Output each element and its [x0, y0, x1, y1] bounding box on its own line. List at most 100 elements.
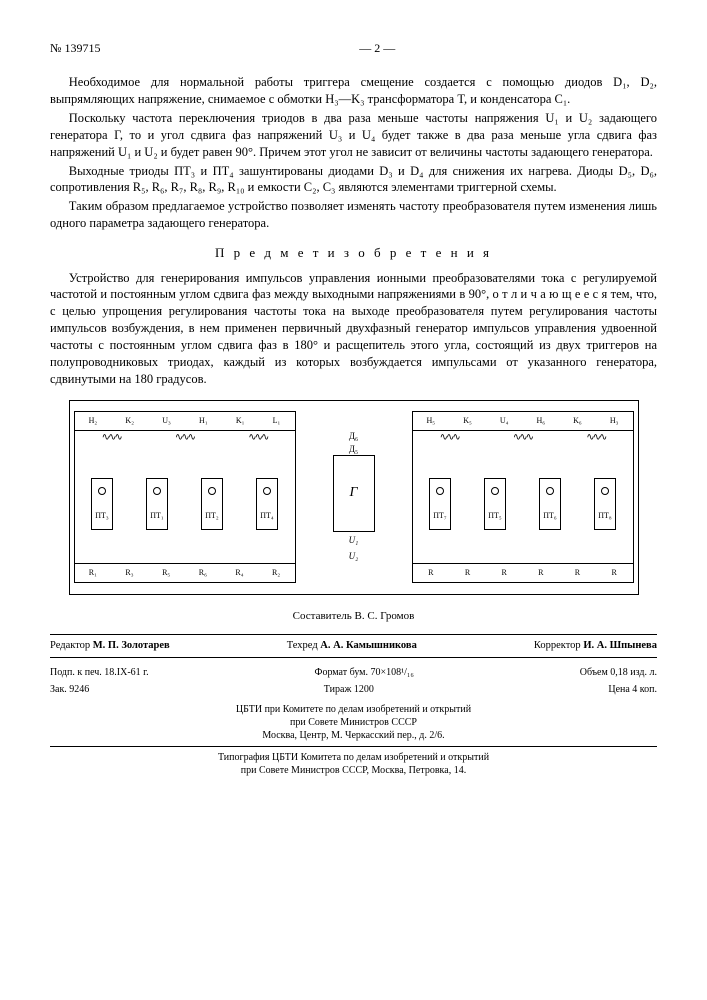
triode-label: ПТ₅ — [488, 511, 501, 522]
paragraph-2: Поскольку частота переключения триодов в… — [50, 110, 657, 161]
voltage-label: U₂ — [349, 550, 359, 562]
name: А. А. Камышникова — [320, 640, 417, 651]
label: Редактор — [50, 640, 90, 651]
paragraph-1: Необходимое для нормальной работы тригге… — [50, 74, 657, 108]
left-top-row: H₂ K₂ U₃ H₁ K₁ L₁ — [75, 412, 295, 431]
compiler-name: Составитель В. С. Громов — [293, 610, 415, 622]
right-trigger-block: H₅ K₅ U₄ H₆ K₆ H₃ ∿∿∿ ∿∿∿ ∿∿∿ ПТ₇ ПТ₅ ПТ… — [412, 411, 634, 583]
label: K₅ — [463, 416, 472, 427]
triode: ПТ₃ — [91, 478, 113, 530]
label: K₆ — [573, 416, 582, 427]
name: И. А. Шпынева — [583, 640, 657, 651]
label: R — [611, 568, 616, 579]
label: R — [501, 568, 506, 579]
label: H₆ — [537, 416, 546, 427]
label: K₁ — [236, 416, 245, 427]
left-coil-row: ∿∿∿ ∿∿∿ ∿∿∿ — [75, 431, 295, 445]
label: R — [465, 568, 470, 579]
left-mid: ПТ₃ ПТ₁ ПТ₂ ПТ₄ — [75, 445, 295, 563]
label: R₆ — [199, 568, 207, 579]
triode: ПТ₄ — [256, 478, 278, 530]
doc-number: № 139715 — [50, 40, 100, 56]
signed-date: Подп. к печ. 18.IX-61 г. — [50, 666, 149, 680]
coil-icon: ∿∿∿ — [440, 431, 459, 445]
price: Цена 4 коп. — [608, 683, 657, 697]
label: Техред — [287, 640, 318, 651]
triode-label: ПТ₄ — [260, 511, 273, 522]
left-bot-row: R₁ R₃ R₅ R₆ R₄ R₂ — [75, 563, 295, 582]
label: L₁ — [273, 416, 281, 427]
volume: Объем 0,18 изд. л. — [580, 666, 657, 680]
right-bot-row: R R R R R R — [413, 563, 633, 582]
name: М. П. Золотарев — [93, 640, 170, 651]
generator-label: Г — [350, 484, 358, 503]
credits-row: Редактор М. П. Золотарев Техред А. А. Ка… — [50, 634, 657, 658]
coil-icon: ∿∿∿ — [586, 431, 605, 445]
coil-icon: ∿∿∿ — [248, 431, 267, 445]
voltage-label: U₁ — [349, 534, 359, 546]
label: H₃ — [610, 416, 619, 427]
triode: ПТ₇ — [429, 478, 451, 530]
page-number: — 2 — — [359, 40, 395, 56]
techred: Техред А. А. Камышникова — [287, 639, 417, 653]
compiler-line: Составитель В. С. Громов — [50, 609, 657, 624]
order-no: Зак. 9246 — [50, 683, 89, 697]
coil-icon: ∿∿∿ — [175, 431, 194, 445]
triode: ПТ₅ — [484, 478, 506, 530]
editor: Редактор М. П. Золотарев — [50, 639, 170, 653]
coil-icon: ∿∿∿ — [513, 431, 532, 445]
corrector: Корректор И. А. Шпынева — [534, 639, 657, 653]
claim-paragraph: Устройство для генерирования импульсов у… — [50, 270, 657, 388]
header-spacer — [654, 40, 657, 56]
triode-label: ПТ₆ — [543, 511, 556, 522]
cbti-line: при Совете Министров СССР — [50, 716, 657, 729]
triode: ПТ₈ — [594, 478, 616, 530]
label: R — [538, 568, 543, 579]
label: R₃ — [125, 568, 133, 579]
triode: ПТ₂ — [201, 478, 223, 530]
triode-label: ПТ₁ — [150, 511, 163, 522]
print-info-row1: Подп. к печ. 18.IX-61 г. Формат бум. 70×… — [50, 664, 657, 682]
tirage: Тираж 1200 — [324, 683, 374, 697]
label: R₁ — [89, 568, 97, 579]
coil-icon: ∿∿∿ — [102, 431, 121, 445]
triode-label: ПТ₃ — [95, 511, 108, 522]
paper-format: Формат бум. 70×108¹/₁₆ — [315, 666, 414, 680]
triode-label: ПТ₇ — [433, 511, 446, 522]
diode-label: Д₅ — [349, 443, 358, 455]
triode-label: ПТ₂ — [205, 511, 218, 522]
typo-line: Типография ЦБТИ Комитета по делам изобре… — [50, 751, 657, 765]
label: H₁ — [199, 416, 208, 427]
label: H₂ — [89, 416, 98, 427]
circuit-diagram: H₂ K₂ U₃ H₁ K₁ L₁ ∿∿∿ ∿∿∿ ∿∿∿ ПТ₃ ПТ₁ ПТ… — [69, 400, 639, 595]
paragraph-3: Выходные триоды ПТ₃ и ПТ₄ зашунтированы … — [50, 163, 657, 197]
label: H₅ — [427, 416, 436, 427]
label: R₄ — [235, 568, 243, 579]
cbti-line: ЦБТИ при Комитете по делам изобретений и… — [50, 703, 657, 716]
generator-block: Г — [333, 455, 375, 532]
right-top-row: H₅ K₅ U₄ H₆ K₆ H₃ — [413, 412, 633, 431]
label: R₅ — [162, 568, 170, 579]
typography-block: Типография ЦБТИ Комитета по делам изобре… — [50, 746, 657, 778]
print-info-row2: Зак. 9246 Тираж 1200 Цена 4 коп. — [50, 681, 657, 699]
label: Корректор — [534, 640, 581, 651]
typo-line: при Совете Министров СССР, Москва, Петро… — [50, 764, 657, 778]
triode-label: ПТ₈ — [598, 511, 611, 522]
header: № 139715 — 2 — — [50, 40, 657, 56]
label: R — [575, 568, 580, 579]
right-coil-row: ∿∿∿ ∿∿∿ ∿∿∿ — [413, 431, 633, 445]
label: K₂ — [125, 416, 134, 427]
triode: ПТ₆ — [539, 478, 561, 530]
right-mid: ПТ₇ ПТ₅ ПТ₆ ПТ₈ — [413, 445, 633, 563]
cbti-line: Москва, Центр, М. Черкасский пер., д. 2/… — [50, 729, 657, 742]
label: U₃ — [162, 416, 171, 427]
label: U₄ — [500, 416, 509, 427]
diode-label: Д₆ — [349, 430, 358, 442]
page: № 139715 — 2 — Необходимое для нормально… — [0, 0, 707, 808]
triode: ПТ₁ — [146, 478, 168, 530]
label: R — [428, 568, 433, 579]
label: R₂ — [272, 568, 280, 579]
cbti-block: ЦБТИ при Комитете по делам изобретений и… — [50, 703, 657, 742]
left-trigger-block: H₂ K₂ U₃ H₁ K₁ L₁ ∿∿∿ ∿∿∿ ∿∿∿ ПТ₃ ПТ₁ ПТ… — [74, 411, 296, 583]
paragraph-4: Таким образом предлагаемое устройство по… — [50, 198, 657, 232]
